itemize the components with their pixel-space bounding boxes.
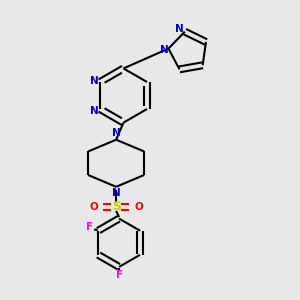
Text: N: N <box>160 45 168 55</box>
Text: F: F <box>116 270 123 280</box>
Text: N: N <box>112 128 121 138</box>
Text: N: N <box>90 76 98 85</box>
Text: N: N <box>175 24 184 34</box>
Text: N: N <box>90 106 98 116</box>
Text: N: N <box>112 188 121 198</box>
Text: O: O <box>134 202 143 212</box>
Text: O: O <box>89 202 98 212</box>
Text: S: S <box>112 200 121 213</box>
Text: F: F <box>86 222 93 232</box>
